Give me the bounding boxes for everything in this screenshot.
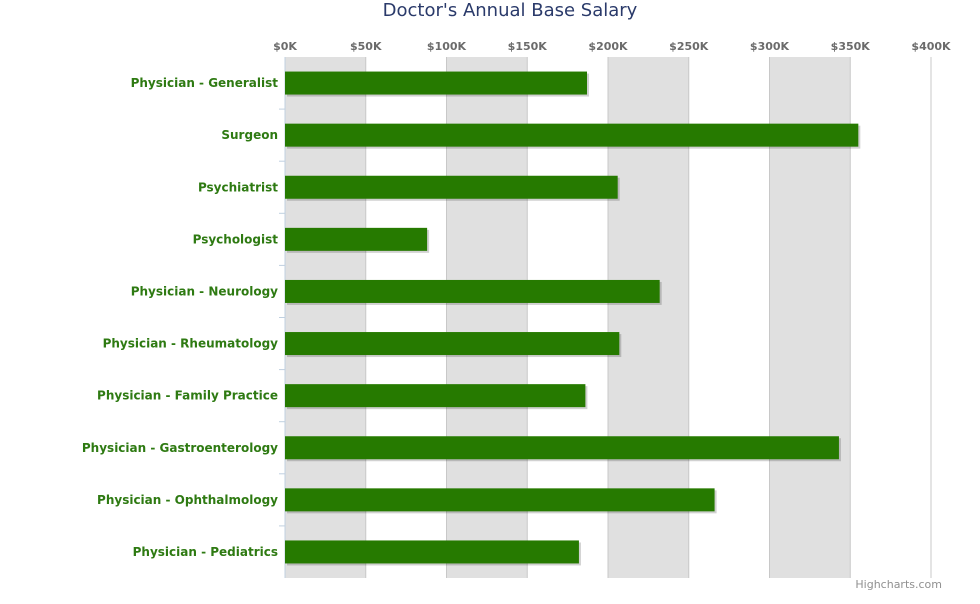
category-label: Physician - Generalist	[131, 76, 279, 90]
bar[interactable]	[285, 175, 618, 199]
category-label: Psychiatrist	[198, 180, 278, 194]
x-tick-label: $0K	[273, 40, 297, 53]
bar[interactable]	[285, 488, 715, 512]
x-tick-label: $50K	[350, 40, 382, 53]
category-label: Physician - Neurology	[131, 284, 278, 298]
x-tick-label: $100K	[427, 40, 467, 53]
bar[interactable]	[285, 540, 579, 564]
x-tick-label: $200K	[588, 40, 628, 53]
value-axis: $0K $50K $100K $150K $200K $250K $300K $350K $40…	[273, 40, 951, 53]
bar[interactable]	[285, 123, 859, 147]
bar[interactable]	[285, 436, 839, 460]
category-label: Physician - Gastroenterology	[82, 441, 278, 455]
x-tick-label: $250K	[669, 40, 709, 53]
category-label: Physician - Family Practice	[97, 389, 278, 403]
category-label: Physician - Ophthalmology	[97, 493, 278, 507]
x-tick-label: $150K	[508, 40, 548, 53]
category-label: Physician - Pediatrics	[133, 545, 278, 559]
credits-link[interactable]: Highcharts.com	[855, 578, 942, 591]
category-label: Surgeon	[221, 128, 278, 142]
category-label: Psychologist	[193, 232, 279, 246]
bar[interactable]	[285, 332, 620, 356]
bar[interactable]	[285, 384, 586, 408]
chart-title: Doctor's Annual Base Salary	[382, 0, 638, 21]
category-label: Physician - Rheumatology	[103, 337, 279, 351]
category-axis: Physician - Generalist Surgeon Psychiatris…	[82, 57, 286, 578]
bar[interactable]	[285, 279, 660, 303]
x-tick-label: $350K	[831, 40, 871, 53]
bar[interactable]	[285, 227, 428, 251]
x-tick-label: $400K	[911, 40, 951, 53]
x-tick-label: $300K	[750, 40, 790, 53]
bar[interactable]	[285, 71, 588, 95]
bars	[285, 71, 861, 566]
